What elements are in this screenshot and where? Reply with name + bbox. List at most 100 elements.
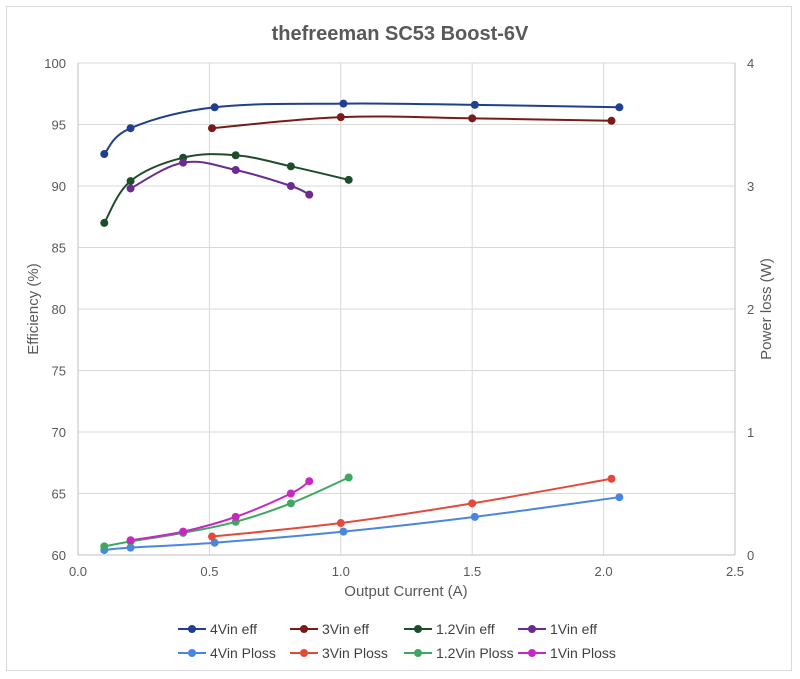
y-tick-label: 85 (52, 241, 66, 256)
y2-tick-label: 2 (747, 302, 754, 317)
legend: 4Vin eff 3Vin eff 1.2Vin eff 1Vin eff 4Vin P… (178, 621, 616, 661)
series-line (211, 115, 612, 130)
data-point (208, 124, 217, 133)
chart-title: thefreeman SC53 Boost-6V (272, 23, 529, 45)
x-tick-label: 2.5 (726, 564, 744, 579)
data-point (126, 184, 135, 193)
y2-tick-label: 1 (747, 425, 754, 440)
y2-tick-label: 3 (747, 179, 754, 194)
y-tick-label: 90 (52, 179, 66, 194)
y-tick-label: 80 (52, 302, 66, 317)
series-3 (126, 158, 314, 199)
data-point (470, 100, 479, 109)
legend-item: 1Vin Ploss (518, 645, 616, 661)
legend-label: 1.2Vin eff (436, 621, 495, 637)
legend-marker (414, 649, 422, 657)
legend-label: 1.2Vin Ploss (436, 645, 514, 661)
legend-item: 4Vin Ploss (178, 645, 276, 661)
data-point (208, 532, 217, 541)
data-point (126, 543, 135, 552)
y2-axis-label: Power loss (W) (758, 258, 775, 360)
data-point (336, 519, 345, 528)
y-tick-label: 60 (52, 548, 66, 563)
data-point (179, 527, 188, 536)
data-point (286, 182, 295, 190)
series-line (211, 477, 612, 538)
grid (77, 62, 736, 556)
legend-marker (188, 625, 196, 633)
data-point (126, 124, 135, 133)
legend-label: 3Vin eff (322, 621, 369, 637)
x-tick-label: 1.0 (332, 564, 350, 579)
data-point (344, 175, 353, 184)
x-tick-label: 2.0 (595, 564, 613, 579)
data-point (305, 477, 314, 486)
legend-item: 1Vin eff (518, 621, 597, 637)
series-4 (100, 493, 624, 555)
legend-label: 1Vin eff (550, 621, 597, 637)
y-tick-label: 70 (52, 425, 66, 440)
y2-tick-label: 4 (747, 56, 754, 71)
legend-marker (528, 649, 536, 657)
x-tick-label: 0.5 (200, 564, 218, 579)
series-line (103, 102, 620, 155)
series-line (103, 153, 349, 224)
legend-item: 1.2Vin eff (404, 621, 495, 637)
data-point (100, 542, 109, 551)
y2-axis-ticks: 0 1 2 3 4 (747, 56, 754, 563)
data-point (468, 114, 477, 123)
data-point (615, 103, 624, 112)
legend-item: 3Vin eff (290, 621, 369, 637)
legend-marker (300, 625, 308, 633)
data-point (210, 538, 219, 547)
data-point (231, 151, 240, 160)
x-axis-label: Output Current (A) (344, 583, 467, 600)
legend-item: 3Vin Ploss (290, 645, 388, 661)
data-point (126, 177, 135, 186)
x-tick-label: 0.0 (69, 564, 87, 579)
y-axis-label: Efficiency (%) (25, 263, 42, 354)
legend-label: 4Vin Ploss (210, 645, 276, 661)
legend-marker (300, 649, 308, 657)
data-point (100, 218, 109, 227)
data-point (126, 536, 135, 545)
y-tick-label: 75 (52, 364, 66, 379)
legend-label: 4Vin eff (210, 621, 257, 637)
series-line (130, 480, 310, 542)
data-point (336, 113, 345, 122)
data-point (231, 512, 240, 521)
series-2 (100, 151, 353, 227)
data-point (615, 493, 624, 502)
series-7 (126, 477, 314, 545)
series-1 (208, 113, 616, 133)
legend-marker (188, 649, 196, 657)
data-point (286, 499, 295, 508)
legend-item: 4Vin eff (178, 621, 257, 637)
y-axis-ticks: 60 65 70 75 80 85 90 95 100 (44, 56, 66, 563)
data-point (305, 190, 314, 199)
data-point (231, 166, 240, 175)
data-point (286, 162, 295, 171)
data-point (470, 512, 479, 521)
legend-item: 1.2Vin Ploss (404, 645, 514, 661)
data-point (286, 489, 295, 498)
x-tick-label: 1.5 (463, 564, 481, 579)
series-layer (100, 99, 624, 555)
y-tick-label: 95 (52, 118, 66, 133)
x-axis-ticks: 0.0 0.5 1.0 1.5 2.0 2.5 (69, 564, 744, 579)
data-point (468, 499, 477, 508)
y-tick-label: 65 (52, 487, 66, 502)
legend-label: 3Vin Ploss (322, 645, 388, 661)
data-point (607, 474, 616, 483)
series-5 (208, 474, 616, 541)
data-point (339, 99, 348, 108)
data-point (339, 527, 348, 536)
legend-marker (414, 625, 422, 633)
legend-marker (528, 625, 536, 633)
y2-tick-label: 0 (747, 548, 754, 563)
data-point (344, 473, 353, 482)
data-point (100, 150, 109, 159)
legend-label: 1Vin Ploss (550, 645, 616, 661)
data-point (607, 116, 616, 125)
